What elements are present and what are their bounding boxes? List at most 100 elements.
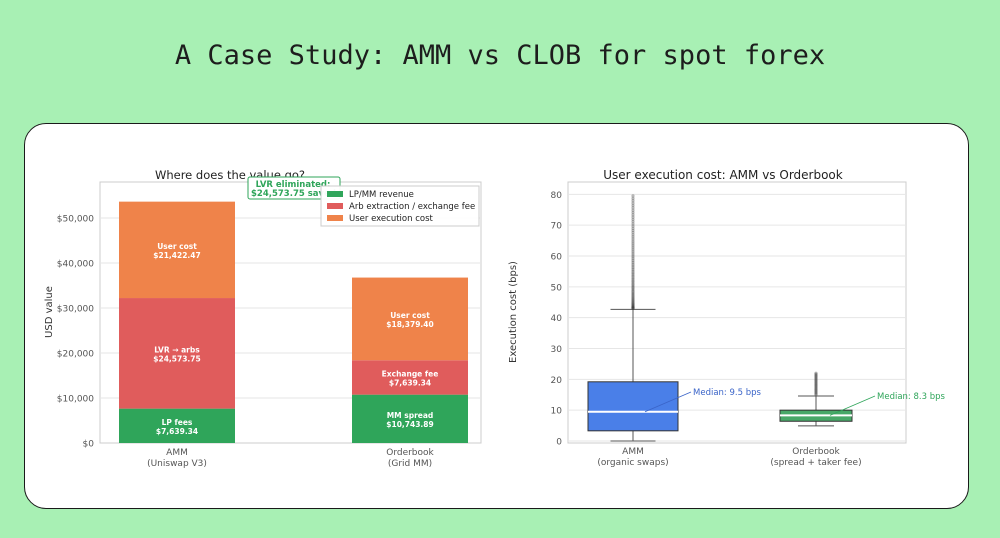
stacked-bar-x-tick-label: Orderbook [386,448,434,458]
box-outlier-point [631,300,635,304]
box-outlier-point [631,306,635,310]
stacked-bar-segment [119,201,235,299]
box-median-annotation: Median: 9.5 bps [693,388,761,398]
box-outlier-point [631,241,635,245]
box-outlier-point [631,298,635,302]
box-outlier-point [631,289,635,293]
box-outlier-point [631,287,635,292]
box-plot-y-tick-label: 60 [551,253,563,263]
box-outlier-point [814,392,818,396]
chart-canvas: $0 $10,000 $20,000 $30,000 $40,000 $50,000 LP… [44,168,945,469]
box-plot-boxes: Median: 9.5 bps Median: 8.3 bps [587,194,945,442]
box-outlier-point [814,386,818,391]
box-outlier-point [631,249,635,253]
box-outlier-point [631,305,635,309]
box-outlier-point [631,213,635,217]
box-plot-x-tick-label: Orderbook [792,447,840,457]
legend-label-lp-mm: LP/MM revenue [349,190,414,200]
box-outlier-point [814,388,818,392]
box-outlier-point [631,274,635,278]
box-outlier-point [631,282,635,286]
stacked-bar-y-tick-label: $20,000 [57,350,94,360]
legend-label-user: User execution cost [349,214,434,224]
stacked-bar-segment-name: MM spread [387,411,434,420]
box-outlier-point [631,262,635,266]
box-outlier-point [631,294,635,298]
box-outlier-point [631,208,635,212]
box-outlier-point [631,306,635,311]
lvr-annotation: LVR eliminated: $24,573.75 saved [247,176,341,200]
box-outlier-point [631,217,635,222]
box-outlier-point [631,271,635,275]
box-outlier-point [631,203,635,208]
stacked-bar-segment-value: $18,379.40 [386,320,433,329]
stacked-bar-y-tick-label: $30,000 [57,305,94,315]
box-outlier-point [814,380,818,385]
stacked-bar-segment-name: User cost [390,311,430,320]
stacked-bar-y-ticks: $0 $10,000 $20,000 $30,000 $40,000 $50,000 [57,215,94,450]
stacked-bar-y-tick-label: $40,000 [57,260,94,270]
box-outlier-point [814,382,818,387]
box-outlier-point [814,393,818,397]
box-outlier-point [631,215,635,219]
box-outlier-point [631,290,635,294]
box-outlier-point [631,199,635,203]
box-outlier-point [631,235,635,239]
stacked-bar-y-tick-label: $10,000 [57,395,94,405]
box-outlier-point [814,371,818,375]
box-outlier-point [631,196,635,200]
box-outlier-point [814,373,818,377]
lvr-annotation-line2: $24,573.75 saved [251,189,336,199]
box-outlier-point [814,390,818,394]
box-outlier-point [631,267,635,272]
box-outlier-point [631,222,635,226]
stacked-bar-segment-name: LP fees [162,418,193,427]
box-outlier-point [631,279,635,283]
box-outlier-point [814,378,818,382]
box-plot-y-tick-label: 0 [556,438,562,448]
box-outlier-point [631,295,635,299]
page-title: A Case Study: AMM vs CLOB for spot forex [174,40,826,71]
box-plot-y-tick-label: 10 [551,407,563,417]
box-outlier-point [631,243,635,247]
stacked-bar-x-ticks: AMM(Uniswap V3) Orderbook(Grid MM) [147,448,434,469]
box-plot-y-tick-label: 80 [551,191,563,201]
box-outlier-point [631,257,635,261]
stacked-bar-segment-value: $21,422.47 [153,251,200,260]
stacked-bar-segment-name: LVR → arbs [154,345,200,354]
box-outlier-point [631,231,635,235]
box-outlier-point [631,258,635,263]
box-plot-y-tick-label: 20 [551,376,563,386]
box-outlier-point [631,251,635,255]
stacked-bar-x-tick-label: AMM [166,448,188,458]
box-outlier-point [814,384,818,389]
legend-swatch-arb [327,203,343,209]
stacked-bar-segment [352,277,468,361]
box-outlier-point [631,305,635,309]
box-outlier-point [631,233,635,237]
stacked-bar-segment-name: Exchange fee [382,369,439,378]
stacked-bar-segment [352,360,468,395]
lvr-annotation-line1: LVR eliminated: [256,180,331,190]
box-outlier-point [631,297,635,301]
box-outlier-point [631,296,635,300]
box-plot-y-ticks: 0 10 20 30 40 50 60 70 80 [551,191,563,448]
legend-swatch-user [327,215,343,221]
box-outlier-point [631,201,635,205]
box-plot-x-ticks: AMM(organic swaps) Orderbook(spread + tak… [597,447,861,468]
legend-label-arb: Arb extraction / exchange fee [349,202,475,212]
box-plot-x-tick-sublabel: (spread + taker fee) [770,458,861,468]
box-outlier-point [631,245,635,249]
box-outlier-point [631,253,635,257]
stacked-bar-y-tick-label: $50,000 [57,215,94,225]
chart-card: $0 $10,000 $20,000 $30,000 $40,000 $50,000 LP… [24,123,969,509]
box-plot-x-tick-sublabel: (organic swaps) [597,458,668,468]
box-outlier-point [814,383,818,388]
box-outlier-point [631,220,635,224]
box-outlier-point [631,293,635,297]
box-outlier-point [814,372,818,376]
box-outlier-point [814,389,818,393]
stacked-bar-segment [119,408,235,443]
stacked-bar-x-tick-sublabel: (Uniswap V3) [147,459,207,469]
box-outlier-point [631,277,635,281]
